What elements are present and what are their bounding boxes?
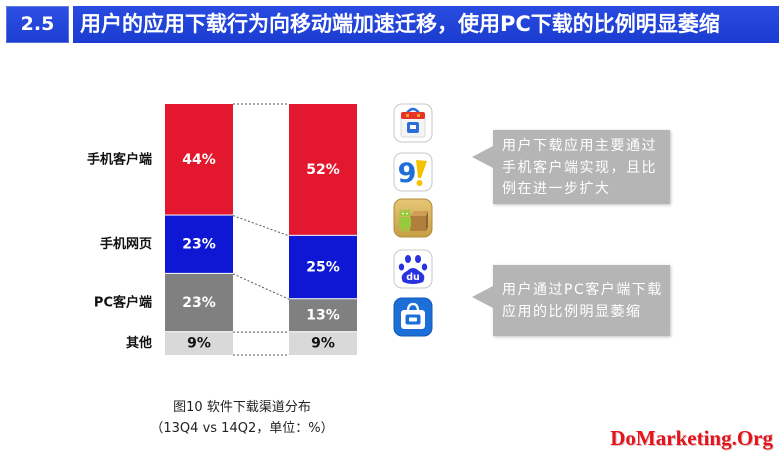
caption-category-2: 14Q2: [221, 421, 257, 436]
bar-value: 25: [306, 260, 325, 276]
slide-title: 用户的应用下载行为向移动端加速迁移，使用PC下载的比例明显萎缩: [73, 6, 779, 43]
callout-text-line: 应用的比例明显萎缩: [502, 304, 642, 320]
bar-segment: [165, 332, 233, 355]
bar-value: 9: [311, 336, 321, 352]
callout-text-line: 用户通过PC客户端下载: [502, 282, 663, 298]
bar-value: 52: [306, 162, 325, 178]
bar-value: 23: [182, 237, 201, 253]
caption-category-1: 13Q4: [163, 421, 199, 436]
chart-caption: 图10 软件下载渠道分布 （13Q4 vs 14Q2，单位：%）: [112, 397, 372, 439]
bar-segment: [165, 215, 233, 273]
bar-unit: %: [202, 237, 216, 253]
section-number: 2.5: [6, 6, 69, 43]
bar-value-label: 9%: [187, 336, 211, 352]
bar-segment: [289, 235, 357, 299]
bar-segment: [165, 104, 233, 215]
chart-title: 图10 软件下载渠道分布: [173, 400, 311, 415]
bar-value-label: 9%: [311, 336, 335, 352]
bar-segment: [289, 332, 357, 355]
watermark: DoMarketing.Org: [610, 426, 773, 450]
callout-text-line: 例在进一步扩大: [502, 181, 611, 197]
nine-exclamation-app-icon: 9: [393, 152, 433, 192]
caption-unit: %: [308, 421, 321, 436]
callout-pointer: [472, 286, 493, 308]
chart-subtitle: （13Q4 vs 14Q2，单位：%）: [112, 418, 372, 439]
series-label: PC客户端: [94, 295, 152, 311]
bar-value-label: 13%: [306, 308, 340, 324]
bar-value: 13: [306, 308, 325, 324]
blue-bag-app-icon: [393, 297, 433, 337]
bar-unit: %: [202, 295, 216, 311]
bar-value-label: 23%: [182, 237, 216, 253]
connector-line: [232, 215, 290, 237]
series-label: 其他: [126, 335, 152, 351]
callout-mobile-client: 用户下载应用主要通过 手机客户端实现，且比 例在进一步扩大: [472, 130, 670, 204]
callout-pc-client: 用户通过PC客户端下载 应用的比例明显萎缩: [472, 265, 670, 336]
series-label: 手机客户端: [87, 151, 152, 167]
caption-unit-prefix: ，单位：: [256, 421, 309, 436]
caption-open: （: [150, 421, 164, 436]
bar-value-label: 25%: [306, 260, 340, 276]
baidu-paw-app-icon: du: [393, 249, 433, 289]
bar-unit: %: [326, 260, 340, 276]
bar-segment: [165, 273, 233, 332]
bar-unit: %: [326, 308, 340, 324]
caption-vs: vs: [198, 421, 222, 436]
bar-unit: %: [202, 152, 216, 168]
bar-segment: [289, 299, 357, 332]
icon-glyph: 9: [398, 158, 417, 189]
callout-text-line: 手机客户端实现，且比: [502, 159, 657, 176]
bar-value: 44: [182, 152, 202, 168]
series-label: 手机网页: [100, 236, 152, 252]
bar-value: 9: [187, 336, 197, 352]
connector-line: [232, 273, 290, 300]
bar-value-label: 44%: [182, 152, 216, 168]
bar-segment: [289, 104, 357, 235]
bar-unit: %: [326, 162, 340, 178]
bar-value: 23: [182, 295, 201, 311]
android-box-app-icon: [393, 198, 433, 238]
bar-unit: %: [197, 336, 211, 352]
icon-glyph: du: [406, 272, 420, 283]
bar-unit: %: [321, 336, 335, 352]
bar-value-label: 52%: [306, 162, 340, 178]
callout-pointer: [472, 146, 493, 168]
callout-text-line: 用户下载应用主要通过: [502, 138, 657, 154]
bar-value-label: 23%: [182, 295, 216, 311]
shopping-bag-app-icon: [393, 103, 433, 143]
caption-close: ）: [320, 421, 334, 436]
